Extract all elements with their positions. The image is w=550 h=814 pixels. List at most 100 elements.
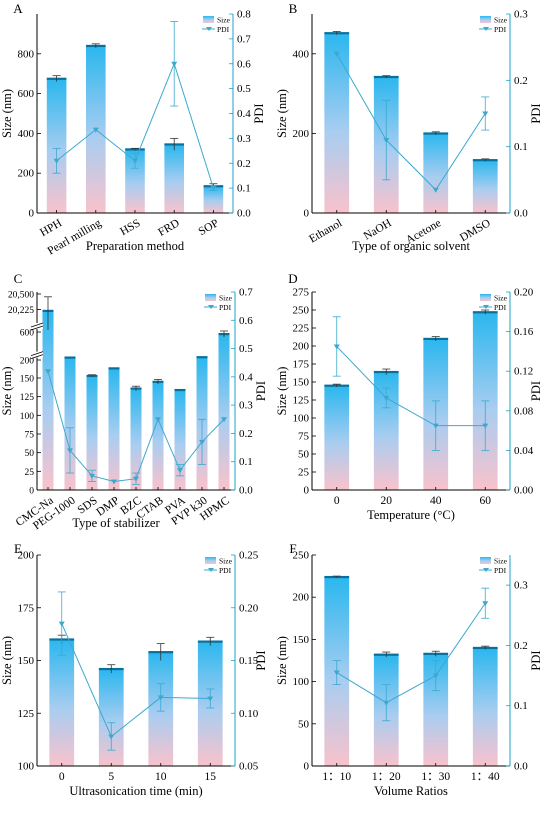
legend-pdi-label: PDI	[494, 25, 507, 34]
pdi-line	[61, 623, 211, 738]
y-tick-label: 275	[293, 287, 310, 299]
y2-tick-label: 0.15	[239, 655, 259, 667]
legend-pdi-marker	[483, 27, 489, 31]
pdi-point	[92, 127, 99, 133]
panel-label: C	[14, 271, 23, 286]
pdi-point	[210, 186, 217, 192]
bar-DMSO	[472, 160, 498, 213]
y2-tick-label: 0.16	[514, 326, 534, 338]
y2-tick-label: 0.10	[239, 708, 259, 720]
y2-tick-label: 0.2	[514, 640, 528, 652]
y-tick-label: 200	[20, 357, 35, 367]
y-tick-label: 100	[18, 761, 35, 773]
y2-tick-label: 0.3	[514, 9, 528, 21]
x-tick-label: 40	[430, 495, 442, 507]
y-tick-label: 200	[293, 341, 310, 353]
bar-Ethanol	[324, 33, 350, 213]
legend-size-swatch	[480, 16, 491, 23]
y2-tick-label: 0.6	[237, 58, 251, 70]
legend-pdi-label: PDI	[494, 303, 507, 312]
pdi-line	[336, 602, 486, 704]
panel-label: B	[289, 1, 298, 16]
y-tick-label: 150	[18, 655, 35, 667]
bar-PEG-1000	[64, 357, 76, 490]
y-tick-label: 25	[298, 467, 310, 479]
y2-axis-title: PDI	[252, 103, 266, 123]
y-tick-label: 100	[293, 413, 310, 425]
y-tick-label: 600	[20, 329, 35, 339]
pdi-point	[482, 423, 489, 429]
y2-tick-label: 0.1	[239, 456, 253, 468]
x-axis-title: Volume Ratios	[374, 784, 448, 798]
panel-label: E	[14, 541, 22, 556]
legend-size-label: Size	[217, 16, 231, 25]
y-tick-label: 175	[18, 602, 35, 614]
pdi-point	[383, 395, 390, 401]
legend-size-label: Size	[494, 557, 508, 566]
pdi-point	[333, 51, 340, 57]
bar-CTAB	[152, 381, 164, 490]
pdi-point	[482, 601, 489, 607]
bar-0	[49, 639, 75, 766]
y-tick-label: 125	[293, 395, 310, 407]
legend-pdi-label: PDI	[219, 303, 232, 312]
y-tick-label: 75	[298, 431, 310, 443]
x-tick-label: 0	[334, 495, 340, 507]
y2-tick-label: 0.20	[239, 602, 259, 614]
pdi-point	[171, 61, 178, 67]
y-axis-title: Size (nm)	[275, 636, 289, 685]
y-axis-title: Size (nm)	[275, 367, 289, 416]
bar-cap	[108, 367, 120, 370]
pdi-point	[333, 344, 340, 350]
bar-CMC-Na	[42, 310, 54, 490]
y-tick-label: 175	[293, 359, 310, 371]
y2-tick-label: 0.20	[514, 287, 534, 299]
bar-BZC	[130, 388, 142, 490]
bar-DMP	[108, 368, 120, 490]
legend-size-swatch	[480, 294, 491, 301]
legend-pdi-marker	[208, 305, 214, 309]
y-tick-label: 0	[29, 208, 35, 220]
legend-size-label: Size	[494, 16, 508, 25]
axis-break-mark	[30, 351, 44, 356]
x-axis-title: Temperature (°C)	[367, 508, 455, 522]
y2-tick-label: 0.4	[237, 108, 251, 120]
y-tick-label: 800	[18, 48, 35, 60]
legend-size-label: Size	[219, 294, 233, 303]
y-axis-title: Size (nm)	[275, 89, 289, 138]
y2-tick-label: 0.3	[239, 400, 253, 412]
y2-tick-label: 0.5	[239, 343, 253, 355]
x-axis-title: Ultrasonication time (min)	[69, 784, 202, 798]
y2-tick-label: 0.00	[514, 485, 534, 497]
bar-PVA	[174, 389, 186, 490]
bar-1：40	[472, 647, 498, 766]
y-tick-label: 200	[18, 550, 35, 562]
y2-tick-label: 0.04	[514, 445, 534, 457]
axis-break-gap	[31, 323, 43, 329]
y2-tick-label: 0.2	[237, 158, 251, 170]
y-axis-title: Size (nm)	[0, 89, 14, 138]
legend-size-swatch	[203, 16, 214, 23]
legend-pdi-marker	[206, 27, 212, 31]
bar-0	[324, 385, 350, 490]
y2-tick-label: 0.12	[514, 366, 533, 378]
y2-tick-label: 0.8	[237, 9, 251, 21]
y2-tick-label: 0.4	[239, 371, 253, 383]
y2-tick-label: 0.7	[239, 287, 253, 299]
pdi-point	[333, 670, 340, 676]
pdi-point	[89, 473, 95, 479]
bar-cap	[64, 356, 76, 359]
y2-tick-label: 0.2	[239, 428, 253, 440]
legend-pdi-marker	[483, 568, 489, 572]
y-tick-label: 150	[20, 375, 35, 385]
x-tick-label: 20	[381, 495, 393, 507]
